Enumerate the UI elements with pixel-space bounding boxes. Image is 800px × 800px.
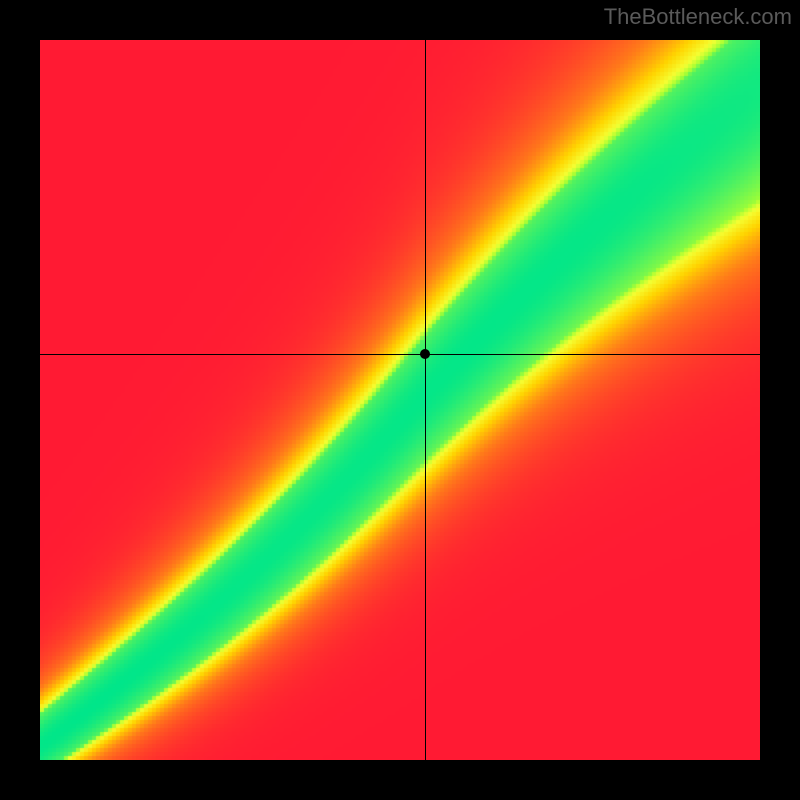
marker-dot xyxy=(420,349,430,359)
heatmap-canvas xyxy=(40,40,760,760)
crosshair-horizontal xyxy=(40,354,760,355)
watermark-text: TheBottleneck.com xyxy=(604,4,792,30)
plot-area xyxy=(40,40,760,760)
crosshair-vertical xyxy=(425,40,426,760)
chart-container: TheBottleneck.com xyxy=(0,0,800,800)
